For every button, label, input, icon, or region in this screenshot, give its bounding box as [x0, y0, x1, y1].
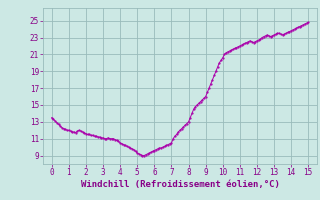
X-axis label: Windchill (Refroidissement éolien,°C): Windchill (Refroidissement éolien,°C) [81, 180, 279, 189]
